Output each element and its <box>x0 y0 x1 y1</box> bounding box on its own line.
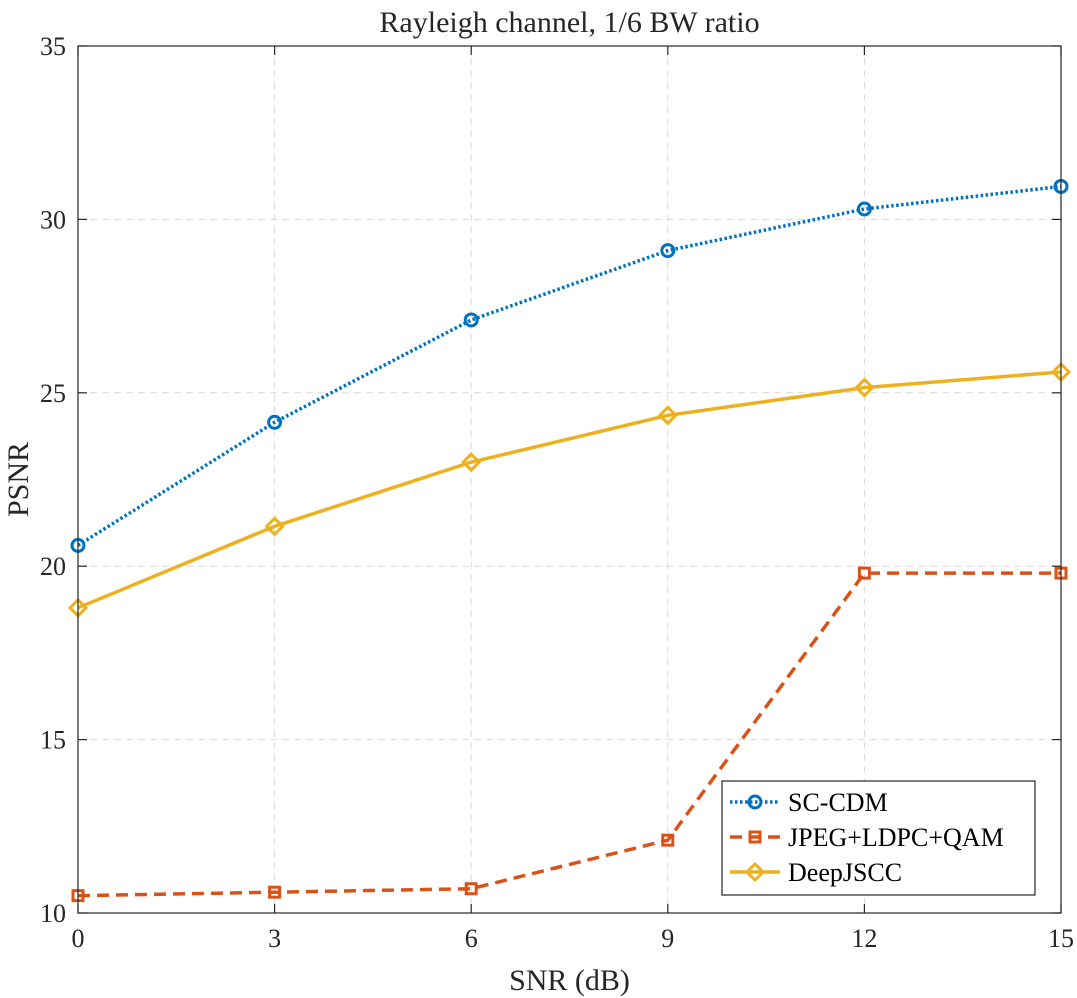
grid <box>78 46 1061 913</box>
legend-marker <box>744 861 766 883</box>
y-tick-label: 15 <box>40 726 66 755</box>
data-point <box>461 452 482 473</box>
chart-title: Rayleigh channel, 1/6 BW ratio <box>379 6 759 39</box>
data-point <box>464 882 478 896</box>
data-point <box>857 566 871 580</box>
series-line <box>77 571 1061 898</box>
y-tick-label: 10 <box>40 899 66 928</box>
legend-label: SC-CDM <box>788 788 888 817</box>
legend-label: DeepJSCC <box>788 858 902 887</box>
data-point <box>268 885 282 899</box>
x-tick-label: 15 <box>1048 924 1074 953</box>
x-tick-label: 6 <box>465 924 478 953</box>
y-tick-label: 25 <box>40 379 66 408</box>
plot-frame <box>77 45 1062 914</box>
data-point <box>856 201 872 217</box>
series-jpeg-ldpc-qam <box>71 566 1068 903</box>
series-sc-cdm <box>70 178 1069 553</box>
axis-ticks: 0 3 6 9 12 15 10 15 20 25 30 35 <box>40 32 1074 953</box>
data-point <box>657 405 678 426</box>
data-point <box>661 833 675 847</box>
y-tick-label: 30 <box>40 205 66 234</box>
x-tick-label: 3 <box>268 924 281 953</box>
y-tick-label: 35 <box>40 32 66 61</box>
x-axis-label: SNR (dB) <box>509 964 630 997</box>
y-tick-label: 20 <box>40 552 66 581</box>
x-tick-label: 12 <box>851 924 877 953</box>
data-point <box>463 312 479 328</box>
series-line <box>77 370 1062 610</box>
x-tick-label: 9 <box>661 924 674 953</box>
series-line <box>77 184 1062 547</box>
legend-marker <box>748 830 762 844</box>
data-point <box>264 516 285 537</box>
series-deepjscc <box>67 361 1072 618</box>
data-point <box>267 414 283 430</box>
legend-marker <box>747 794 763 810</box>
legend-label: JPEG+LDPC+QAM <box>788 823 1004 852</box>
y-axis-label: PSNR <box>2 442 35 517</box>
x-tick-label: 0 <box>72 924 85 953</box>
data-point <box>660 243 676 259</box>
data-point <box>854 377 875 398</box>
legend: SC-CDM JPEG+LDPC+QAM DeepJSCC <box>721 780 1036 896</box>
series-layer <box>67 178 1072 903</box>
